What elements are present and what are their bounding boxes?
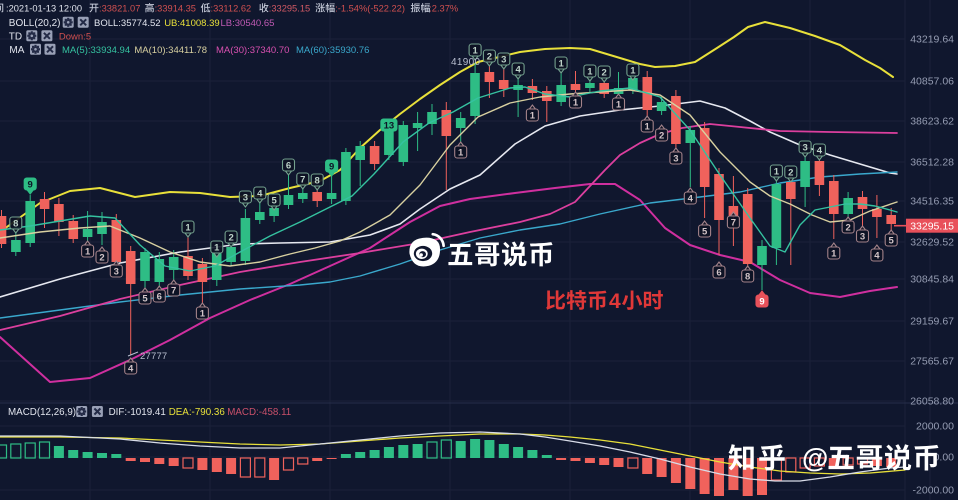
svg-text:1: 1 [616, 99, 622, 110]
svg-text::33821.07: :33821.07 [99, 4, 140, 14]
svg-text:32629.52: 32629.52 [910, 237, 954, 249]
svg-text:7: 7 [300, 174, 305, 185]
svg-text::33914.35: :33914.35 [155, 4, 196, 14]
svg-text:2: 2 [788, 167, 793, 178]
svg-text:9: 9 [759, 296, 764, 307]
svg-text:3: 3 [673, 153, 678, 164]
svg-text:MA(5):33934.94: MA(5):33934.94 [62, 45, 130, 56]
svg-text:5: 5 [142, 293, 148, 304]
svg-text:UB:41008.39: UB:41008.39 [164, 18, 219, 29]
svg-text:8: 8 [745, 271, 750, 282]
svg-text:7: 7 [171, 285, 176, 296]
svg-text::-1.54%(-522.22): :-1.54%(-522.22) [335, 4, 405, 14]
svg-text:27777: 27777 [140, 351, 167, 362]
svg-text:1: 1 [200, 308, 206, 319]
svg-text:34516.35: 34516.35 [910, 196, 954, 208]
svg-text::2.37%: :2.37% [429, 4, 458, 14]
svg-text:4: 4 [688, 193, 694, 204]
svg-text:MA(60):35930.76: MA(60):35930.76 [296, 45, 369, 56]
svg-text:8: 8 [13, 218, 18, 229]
svg-text:36512.28: 36512.28 [910, 157, 954, 169]
svg-text:BOLL(20,2): BOLL(20,2) [9, 18, 61, 29]
svg-text:MACD(12,26,9): MACD(12,26,9) [8, 407, 76, 418]
svg-text:1: 1 [458, 147, 464, 158]
svg-text:9: 9 [329, 161, 334, 172]
svg-text:1: 1 [85, 246, 91, 257]
svg-text:40857.06: 40857.06 [910, 76, 954, 88]
svg-text:1: 1 [530, 110, 536, 121]
svg-text:3: 3 [501, 54, 506, 65]
svg-text:5: 5 [271, 195, 277, 206]
svg-text:41900: 41900 [451, 57, 480, 68]
svg-text:4: 4 [257, 188, 263, 199]
svg-text:3: 3 [114, 266, 119, 277]
svg-text:1: 1 [774, 166, 780, 177]
svg-text:5: 5 [889, 235, 895, 246]
svg-text:4: 4 [128, 363, 134, 374]
svg-text:13: 13 [384, 120, 395, 131]
svg-text:2: 2 [602, 67, 607, 78]
svg-text:Down:5: Down:5 [59, 32, 91, 43]
svg-text:27565.67: 27565.67 [910, 356, 954, 368]
svg-text:43219.64: 43219.64 [910, 34, 954, 46]
svg-text:1: 1 [630, 65, 636, 76]
svg-text:4: 4 [609, 290, 621, 313]
svg-text:3: 3 [860, 231, 865, 242]
svg-text:3: 3 [802, 142, 807, 153]
svg-text:1: 1 [214, 242, 220, 253]
svg-text:4: 4 [515, 64, 521, 75]
svg-text::33112.62: :33112.62 [211, 4, 252, 14]
svg-text:38623.62: 38623.62 [910, 116, 954, 128]
svg-text:1: 1 [587, 66, 593, 77]
svg-text:5: 5 [702, 226, 708, 237]
svg-text:MA: MA [9, 45, 24, 56]
svg-text:MA(10):34411.78: MA(10):34411.78 [134, 45, 207, 56]
svg-text:2000.00: 2000.00 [916, 421, 954, 433]
svg-text:LB:30540.65: LB:30540.65 [221, 18, 275, 29]
svg-text:MACD:-458.11: MACD:-458.11 [227, 407, 291, 418]
svg-text:6: 6 [716, 267, 721, 278]
svg-text:26058.80: 26058.80 [910, 396, 954, 408]
svg-text:4: 4 [817, 145, 823, 156]
svg-text:0.00: 0.00 [934, 452, 955, 464]
svg-text:DEA:-790.36: DEA:-790.36 [169, 407, 226, 418]
svg-text:4: 4 [874, 250, 880, 261]
svg-text:33295.15: 33295.15 [910, 221, 954, 233]
svg-text:DIF:-1019.41: DIF:-1019.41 [109, 407, 166, 418]
svg-text:8: 8 [315, 175, 320, 186]
svg-text:1: 1 [645, 121, 651, 132]
svg-text:1: 1 [185, 222, 191, 233]
svg-text:1: 1 [573, 97, 579, 108]
svg-text:30845.84: 30845.84 [910, 274, 954, 286]
svg-text:TD: TD [9, 32, 22, 43]
svg-text:2: 2 [487, 51, 492, 62]
svg-text:2: 2 [99, 252, 104, 263]
svg-text:1: 1 [831, 248, 837, 259]
svg-text:2: 2 [845, 222, 850, 233]
svg-text:3: 3 [243, 192, 248, 203]
svg-text:BOLL:35774.52: BOLL:35774.52 [94, 18, 161, 29]
svg-text:6: 6 [157, 291, 162, 302]
svg-text:7: 7 [731, 217, 736, 228]
svg-text:1: 1 [558, 58, 564, 69]
svg-text:2: 2 [228, 232, 233, 243]
svg-text::33295.15: :33295.15 [269, 4, 310, 14]
svg-text:9: 9 [28, 179, 33, 190]
svg-text:6: 6 [286, 160, 291, 171]
svg-text:1: 1 [472, 45, 478, 56]
svg-text:29159.67: 29159.67 [910, 316, 954, 328]
svg-text:@: @ [802, 443, 828, 473]
svg-text:-2000.00: -2000.00 [913, 485, 955, 497]
svg-text:MA(30):37340.70: MA(30):37340.70 [216, 45, 289, 56]
svg-text:2: 2 [659, 130, 664, 141]
svg-text::2021-01-13 12:00: :2021-01-13 12:00 [6, 4, 82, 14]
